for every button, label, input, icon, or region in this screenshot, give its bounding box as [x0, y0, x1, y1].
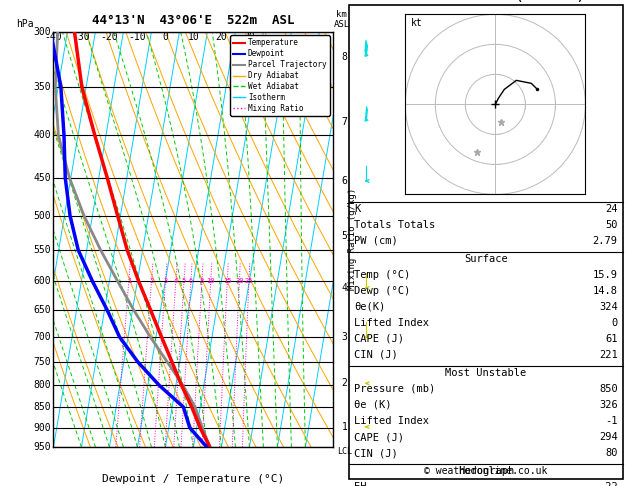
Text: K: K	[354, 204, 360, 214]
Text: 600: 600	[33, 277, 51, 286]
Text: km
ASL: km ASL	[333, 10, 350, 29]
Text: 2: 2	[149, 278, 153, 284]
Legend: Temperature, Dewpoint, Parcel Trajectory, Dry Adiabat, Wet Adiabat, Isotherm, Mi: Temperature, Dewpoint, Parcel Trajectory…	[230, 35, 330, 116]
Text: 900: 900	[33, 423, 51, 433]
Text: 750: 750	[33, 357, 51, 367]
Text: 10: 10	[206, 278, 215, 284]
Text: 61: 61	[605, 334, 618, 344]
Text: LCL: LCL	[337, 447, 352, 456]
Text: 3: 3	[342, 332, 347, 342]
Text: 14.8: 14.8	[593, 286, 618, 296]
Text: 20: 20	[216, 32, 227, 42]
Text: 80: 80	[605, 448, 618, 458]
Text: -10: -10	[128, 32, 147, 42]
Text: 50: 50	[605, 220, 618, 230]
Text: 20: 20	[235, 278, 243, 284]
Text: 30.04.2024  12GMT  (Base: 18): 30.04.2024 12GMT (Base: 18)	[388, 0, 584, 2]
Text: Pressure (mb): Pressure (mb)	[354, 384, 435, 394]
Text: 7: 7	[342, 117, 347, 126]
Text: 221: 221	[599, 350, 618, 360]
Text: Dewp (°C): Dewp (°C)	[354, 286, 410, 296]
Text: Dewpoint / Temperature (°C): Dewpoint / Temperature (°C)	[103, 473, 284, 484]
Text: -30: -30	[72, 32, 91, 42]
Text: Lifted Index: Lifted Index	[354, 318, 429, 328]
Text: 700: 700	[33, 332, 51, 342]
Text: 44°13'N  43°06'E  522m  ASL: 44°13'N 43°06'E 522m ASL	[92, 14, 294, 27]
Text: 1: 1	[126, 278, 131, 284]
Text: CAPE (J): CAPE (J)	[354, 334, 404, 344]
Text: 350: 350	[33, 82, 51, 92]
Text: CAPE (J): CAPE (J)	[354, 432, 404, 442]
Text: 550: 550	[33, 245, 51, 255]
Text: 6: 6	[189, 278, 193, 284]
Text: EH: EH	[354, 482, 367, 486]
Text: 4: 4	[174, 278, 178, 284]
Text: 0: 0	[611, 318, 618, 328]
Text: 324: 324	[599, 302, 618, 312]
Text: 2: 2	[342, 379, 347, 388]
Text: 6: 6	[342, 176, 347, 186]
Text: 30: 30	[243, 32, 255, 42]
Text: PW (cm): PW (cm)	[354, 236, 398, 246]
Text: 500: 500	[33, 211, 51, 221]
Text: -1: -1	[605, 416, 618, 426]
Text: 0: 0	[162, 32, 169, 42]
Text: © weatheronline.co.uk: © weatheronline.co.uk	[424, 466, 548, 476]
Text: 15: 15	[223, 278, 231, 284]
Text: 8: 8	[200, 278, 204, 284]
Text: 850: 850	[33, 402, 51, 412]
Text: 1: 1	[342, 422, 347, 432]
Text: 300: 300	[33, 27, 51, 36]
Text: 400: 400	[33, 130, 51, 140]
Text: 5: 5	[342, 231, 347, 241]
Text: 326: 326	[599, 400, 618, 410]
Text: 15.9: 15.9	[593, 270, 618, 280]
Text: -20: -20	[101, 32, 118, 42]
Text: 24: 24	[605, 204, 618, 214]
Text: 950: 950	[33, 442, 51, 452]
Text: θe(K): θe(K)	[354, 302, 386, 312]
Text: 2.79: 2.79	[593, 236, 618, 246]
Text: 800: 800	[33, 380, 51, 390]
Text: θe (K): θe (K)	[354, 400, 392, 410]
Text: kt: kt	[411, 18, 423, 28]
Text: CIN (J): CIN (J)	[354, 448, 398, 458]
Text: 650: 650	[33, 305, 51, 315]
Text: 3: 3	[164, 278, 167, 284]
Text: Mixing Ratio (g/kg): Mixing Ratio (g/kg)	[348, 188, 357, 291]
Text: 25: 25	[245, 278, 253, 284]
Text: 4: 4	[342, 283, 347, 293]
Text: -40: -40	[45, 32, 62, 42]
Text: Temp (°C): Temp (°C)	[354, 270, 410, 280]
Text: 10: 10	[187, 32, 199, 42]
Text: 294: 294	[599, 432, 618, 442]
Text: 850: 850	[599, 384, 618, 394]
Text: 450: 450	[33, 173, 51, 183]
Text: Most Unstable: Most Unstable	[445, 368, 526, 378]
Text: -22: -22	[599, 482, 618, 486]
Text: Surface: Surface	[464, 254, 508, 264]
Text: Lifted Index: Lifted Index	[354, 416, 429, 426]
Text: hPa: hPa	[16, 19, 34, 29]
Text: 8: 8	[342, 52, 347, 62]
Text: Hodograph: Hodograph	[458, 466, 514, 476]
Text: CIN (J): CIN (J)	[354, 350, 398, 360]
Text: Totals Totals: Totals Totals	[354, 220, 435, 230]
Text: 5: 5	[182, 278, 186, 284]
